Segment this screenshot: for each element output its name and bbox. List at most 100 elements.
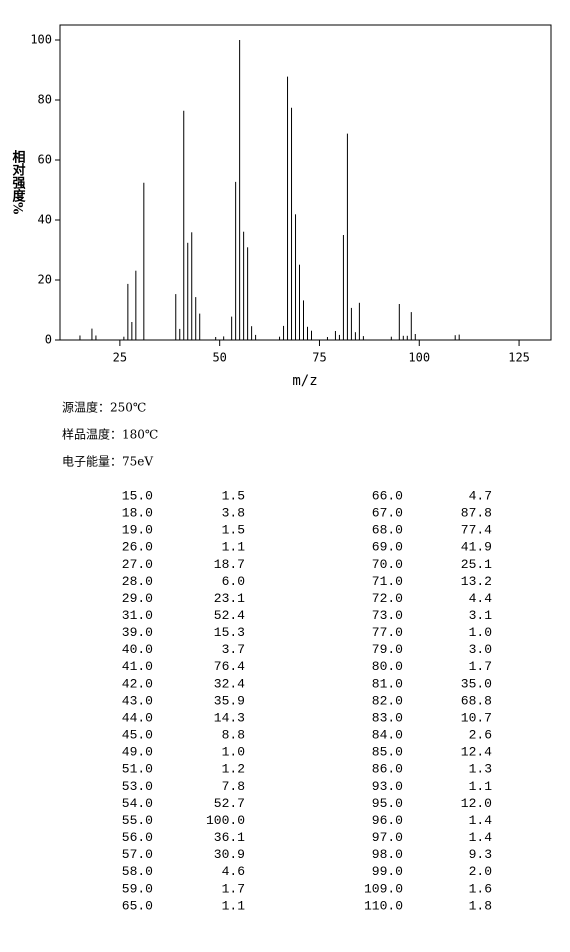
table-intensity: 13.2 <box>461 574 492 589</box>
table-intensity: 4.6 <box>222 864 245 879</box>
table-mz: 82.0 <box>372 693 403 708</box>
table-mz: 93.0 <box>372 779 403 794</box>
table-mz: 97.0 <box>372 830 403 845</box>
table-intensity: 52.7 <box>214 796 245 811</box>
table-mz: 41.0 <box>122 659 153 674</box>
table-intensity: 3.7 <box>222 642 245 657</box>
table-intensity: 32.4 <box>214 676 245 691</box>
table-intensity: 14.3 <box>214 710 245 725</box>
table-intensity: 1.2 <box>222 762 245 777</box>
table-intensity: 23.1 <box>214 591 245 606</box>
table-intensity: 68.8 <box>461 693 492 708</box>
x-tick-label: 100 <box>408 351 430 365</box>
table-mz: 31.0 <box>122 608 153 623</box>
table-mz: 27.0 <box>122 557 153 572</box>
table-intensity: 3.1 <box>469 608 493 623</box>
table-mz: 28.0 <box>122 574 153 589</box>
table-mz: 72.0 <box>372 591 403 606</box>
x-tick-label: 75 <box>312 351 326 365</box>
table-intensity: 1.8 <box>469 898 492 913</box>
table-mz: 85.0 <box>372 745 403 760</box>
table-intensity: 1.4 <box>469 813 493 828</box>
y-tick-label: 0 <box>45 333 52 347</box>
y-tick-label: 60 <box>38 153 52 167</box>
table-intensity: 1.1 <box>222 540 246 555</box>
table-mz: 98.0 <box>372 847 403 862</box>
table-intensity: 3.8 <box>222 506 245 521</box>
table-intensity: 52.4 <box>214 608 245 623</box>
table-mz: 18.0 <box>122 506 153 521</box>
table-mz: 96.0 <box>372 813 403 828</box>
table-mz: 70.0 <box>372 557 403 572</box>
table-intensity: 1.5 <box>222 523 245 538</box>
table-mz: 95.0 <box>372 796 403 811</box>
x-tick-label: 125 <box>508 351 530 365</box>
table-mz: 53.0 <box>122 779 153 794</box>
table-mz: 68.0 <box>372 523 403 538</box>
table-mz: 29.0 <box>122 591 153 606</box>
table-intensity: 12.0 <box>461 796 492 811</box>
table-intensity: 8.8 <box>222 728 245 743</box>
table-mz: 71.0 <box>372 574 403 589</box>
table-mz: 49.0 <box>122 745 153 760</box>
table-mz: 65.0 <box>122 898 153 913</box>
table-mz: 81.0 <box>372 676 403 691</box>
plot-frame <box>59 24 552 341</box>
table-mz: 86.0 <box>372 762 403 777</box>
table-intensity: 6.0 <box>222 574 245 589</box>
x-axis-label: m/z <box>292 373 317 389</box>
table-mz: 69.0 <box>372 540 403 555</box>
table-mz: 26.0 <box>122 540 153 555</box>
table-intensity: 7.8 <box>222 779 245 794</box>
table-intensity: 2.6 <box>469 728 492 743</box>
table-intensity: 3.0 <box>469 642 492 657</box>
table-intensity: 1.7 <box>469 659 492 674</box>
table-mz: 110.0 <box>364 898 403 913</box>
table-intensity: 1.7 <box>222 881 245 896</box>
table-mz: 56.0 <box>122 830 153 845</box>
table-mz: 19.0 <box>122 523 153 538</box>
condition: 样品温度：180℃ <box>62 427 158 442</box>
table-mz: 54.0 <box>122 796 153 811</box>
table-intensity: 1.0 <box>222 745 245 760</box>
table-mz: 40.0 <box>122 642 153 657</box>
table-mz: 43.0 <box>122 693 153 708</box>
table-mz: 67.0 <box>372 506 403 521</box>
table-intensity: 1.6 <box>469 881 492 896</box>
table-intensity: 1.1 <box>469 779 493 794</box>
table-intensity: 35.0 <box>461 676 492 691</box>
table-intensity: 30.9 <box>214 847 245 862</box>
table-mz: 51.0 <box>122 762 153 777</box>
table-intensity: 1.1 <box>222 898 246 913</box>
table-mz: 44.0 <box>122 710 153 725</box>
table-mz: 45.0 <box>122 728 153 743</box>
table-mz: 55.0 <box>122 813 153 828</box>
table-intensity: 1.3 <box>469 762 492 777</box>
table-intensity: 4.4 <box>469 591 493 606</box>
table-intensity: 2.0 <box>469 864 492 879</box>
y-tick-label: 80 <box>38 93 52 107</box>
table-mz: 84.0 <box>372 728 403 743</box>
table-mz: 66.0 <box>372 488 403 503</box>
table-mz: 77.0 <box>372 625 403 640</box>
y-tick-label: 20 <box>38 273 52 287</box>
table-intensity: 87.8 <box>461 506 492 521</box>
table-mz: 80.0 <box>372 659 403 674</box>
table-intensity: 25.1 <box>461 557 492 572</box>
table-intensity: 36.1 <box>214 830 245 845</box>
table-mz: 58.0 <box>122 864 153 879</box>
table-mz: 57.0 <box>122 847 153 862</box>
table-intensity: 12.4 <box>461 745 492 760</box>
table-intensity: 18.7 <box>214 557 245 572</box>
table-intensity: 9.3 <box>469 847 492 862</box>
table-mz: 15.0 <box>122 488 153 503</box>
y-tick-label: 100 <box>30 33 52 47</box>
table-mz: 73.0 <box>372 608 403 623</box>
y-axis-label: 相对强度% <box>10 149 26 215</box>
table-mz: 109.0 <box>364 881 403 896</box>
table-mz: 99.0 <box>372 864 403 879</box>
table-mz: 39.0 <box>122 625 153 640</box>
table-intensity: 1.0 <box>469 625 492 640</box>
table-intensity: 77.4 <box>461 523 492 538</box>
